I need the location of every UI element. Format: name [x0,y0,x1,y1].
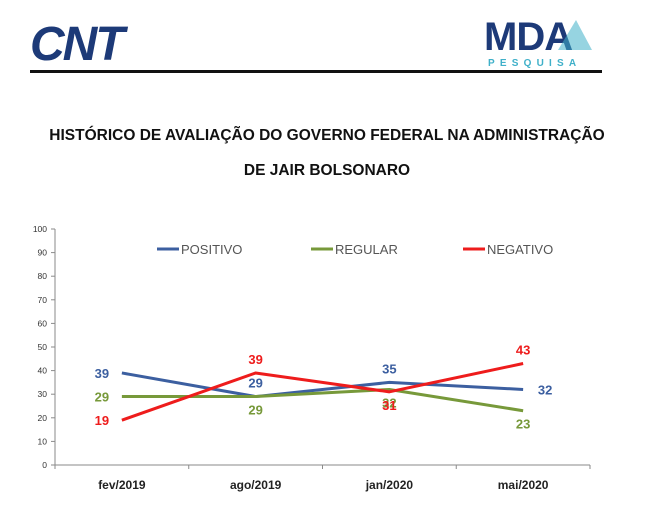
y-tick-label: 100 [33,224,47,234]
y-axis-ticks: 0 10 20 30 40 50 60 70 80 90 100 [33,224,55,470]
data-label: 32 [382,395,396,410]
chart-axes [54,229,590,466]
data-label: 29 [248,403,262,418]
data-label: 39 [95,366,109,381]
cnt-logo: CNT [30,18,130,68]
y-tick-label: 90 [38,248,48,258]
data-label: 29 [248,376,262,391]
data-label: 19 [95,413,109,428]
mda-accent-triangle [558,20,592,50]
data-label: 32 [538,382,552,397]
data-label: 31 [382,398,396,413]
y-tick-label: 20 [38,413,48,423]
series-lines [121,362,524,422]
legend-label: NEGATIVO [487,242,553,257]
data-label: 29 [95,390,109,405]
series-line-positivo [121,371,524,399]
y-tick-label: 30 [38,389,48,399]
legend-label: POSITIVO [181,242,242,257]
data-labels: 39 29 35 32 29 29 32 23 19 39 31 43 [95,343,553,432]
cnt-logo-text: CNT [30,18,128,68]
y-tick-label: 70 [38,295,48,305]
mda-logo: MDA PESQUISA [484,15,592,69]
data-label: 35 [382,361,396,376]
data-label: 23 [516,417,530,432]
data-label: 39 [248,352,262,367]
x-axis-labels: fev/2019 ago/2019 jan/2020 mai/2020 [54,465,591,492]
y-tick-label: 80 [38,271,48,281]
x-tick-label: jan/2020 [365,478,414,492]
y-tick-label: 40 [38,366,48,376]
line-chart: 0 10 20 30 40 50 60 70 80 90 100 fev/2019 ago/2019 j… [33,224,591,492]
y-tick-label: 0 [42,460,47,470]
mda-logo-text: MDA [484,15,572,59]
chart-title-line-2: DE JAIR BOLSONARO [243,162,411,179]
chart-title-line-1: HISTÓRICO DE AVALIAÇÃO DO GOVERNO FEDERA… [49,127,605,144]
legend-label: REGULAR [335,242,398,257]
y-tick-label: 10 [38,436,48,446]
x-tick-label: mai/2020 [498,478,549,492]
y-tick-label: 50 [38,342,48,352]
x-tick-label: ago/2019 [230,478,282,492]
mda-logo-subtext: PESQUISA [488,58,581,69]
x-tick-label: fev/2019 [98,478,146,492]
y-tick-label: 60 [38,318,48,328]
header-divider [30,70,602,73]
series-line-negativo [121,362,524,422]
chart-legend: POSITIVO REGULAR NEGATIVO [157,242,553,257]
data-label: 43 [516,343,530,358]
